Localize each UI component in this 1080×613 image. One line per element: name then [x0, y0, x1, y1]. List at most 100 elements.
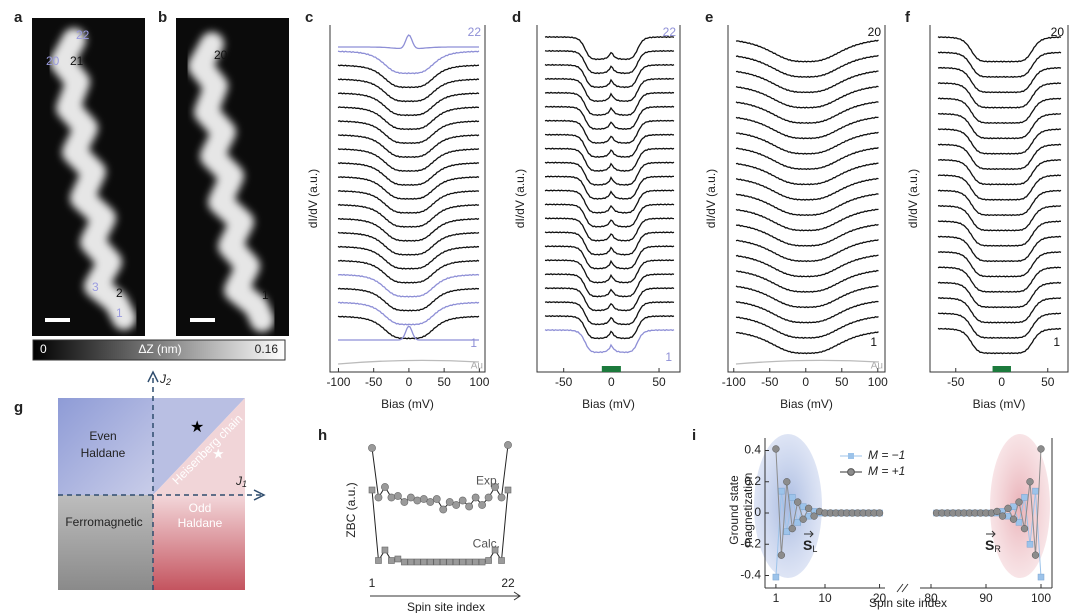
- spectrum: [937, 97, 1062, 125]
- x-tick-label: 22: [501, 576, 515, 590]
- spectrum: [735, 39, 879, 63]
- point: [368, 486, 376, 494]
- phase-diagram: ★ ★: [58, 370, 266, 590]
- site-label: 21: [70, 54, 84, 68]
- y-axis-title: dI/dV (a.u.): [513, 169, 527, 228]
- x-tick-label: 0: [608, 375, 615, 389]
- spectrum: [938, 158, 1062, 186]
- y-axis-title: ZBC (a.u.): [344, 482, 358, 537]
- point: [1021, 494, 1028, 501]
- y-axis-title: dI/dV (a.u.): [906, 169, 920, 228]
- spectrum: [735, 359, 880, 365]
- point: [452, 501, 461, 509]
- point: [789, 494, 796, 501]
- y-tick-label: 0.4: [744, 443, 761, 457]
- point: [1031, 551, 1040, 559]
- gap-indicator: [601, 366, 621, 372]
- x-tick-label: -50: [947, 375, 965, 389]
- spectrum: [337, 217, 480, 242]
- curve-label: 22: [663, 25, 677, 39]
- spectrum: [338, 325, 479, 341]
- panel-label: i: [692, 427, 696, 444]
- point: [794, 519, 801, 526]
- point: [1032, 487, 1039, 495]
- region-label: Even: [89, 429, 116, 443]
- y-axis-title: dI/dV (a.u.): [704, 169, 718, 228]
- spectrum: [337, 359, 480, 365]
- star: ★: [190, 419, 204, 436]
- x-tick-label: 50: [835, 375, 849, 389]
- spectrum: [735, 177, 879, 201]
- spectrum: [337, 161, 480, 187]
- panel-label: d: [512, 9, 521, 26]
- site-label: 20: [46, 54, 60, 68]
- spectrum: [735, 223, 879, 247]
- point: [406, 493, 415, 502]
- point: [465, 502, 474, 511]
- spectrum: [337, 175, 480, 200]
- point: [478, 558, 486, 566]
- curve-label: 22: [468, 25, 482, 39]
- y-axis-title: Ground state: [727, 475, 741, 545]
- point: [459, 558, 466, 566]
- point: [400, 498, 409, 506]
- spectrum: [544, 189, 675, 214]
- spectrum: [337, 315, 480, 340]
- spectrum: [937, 281, 1062, 309]
- spectrum: [736, 131, 879, 155]
- gap-indicator: [992, 366, 1011, 372]
- axis-frame: [536, 25, 681, 373]
- point: [452, 558, 460, 566]
- spectrum: [937, 36, 1062, 63]
- vector-label: SL: [803, 537, 817, 555]
- point: [388, 557, 395, 564]
- point: [783, 478, 791, 486]
- spectrum: [937, 174, 1062, 201]
- spectrum: [544, 314, 675, 340]
- curve-label: 1: [1053, 335, 1060, 349]
- x-tick-label: 50: [437, 375, 451, 389]
- point: [413, 496, 422, 505]
- point: [419, 495, 428, 503]
- spectrum: [337, 231, 480, 256]
- point: [778, 487, 785, 495]
- x-tick-label: -100: [722, 375, 746, 389]
- spectrum: [544, 77, 675, 103]
- spectrum: [937, 296, 1062, 324]
- point: [478, 501, 486, 509]
- curve-label: Au: [471, 361, 483, 372]
- spectrum: [938, 204, 1062, 232]
- spectrum: [337, 203, 480, 228]
- spectrum: [544, 273, 675, 298]
- point: [420, 558, 428, 566]
- spectrum: [937, 220, 1062, 247]
- legend-marker: [847, 468, 855, 476]
- scale-bar: [190, 318, 215, 322]
- spectrum: [937, 312, 1062, 340]
- spectrum: [735, 54, 879, 79]
- point: [426, 558, 434, 566]
- x-axis-title: Bias (mV): [973, 397, 1026, 411]
- spectrum: [735, 85, 879, 109]
- point: [772, 445, 780, 453]
- y-tick-label: 0: [754, 505, 761, 519]
- point: [374, 493, 383, 502]
- spectrum: [544, 119, 675, 145]
- site-label: 2: [116, 286, 123, 300]
- point: [804, 504, 813, 512]
- point: [491, 483, 499, 491]
- spectrum: [337, 64, 480, 89]
- curve-label: 1: [470, 336, 477, 350]
- vector-label: SR: [985, 537, 1001, 555]
- x-tick-label: 100: [868, 375, 888, 389]
- spectrum: [544, 133, 675, 159]
- spectrum: [937, 143, 1062, 171]
- axis-break: [896, 583, 909, 593]
- region: [153, 398, 245, 495]
- legend-label: M = −1: [868, 448, 905, 462]
- point: [497, 493, 506, 502]
- series-label: Calc.: [473, 537, 500, 551]
- spectrum: [735, 146, 879, 171]
- edge-highlight: [754, 434, 822, 578]
